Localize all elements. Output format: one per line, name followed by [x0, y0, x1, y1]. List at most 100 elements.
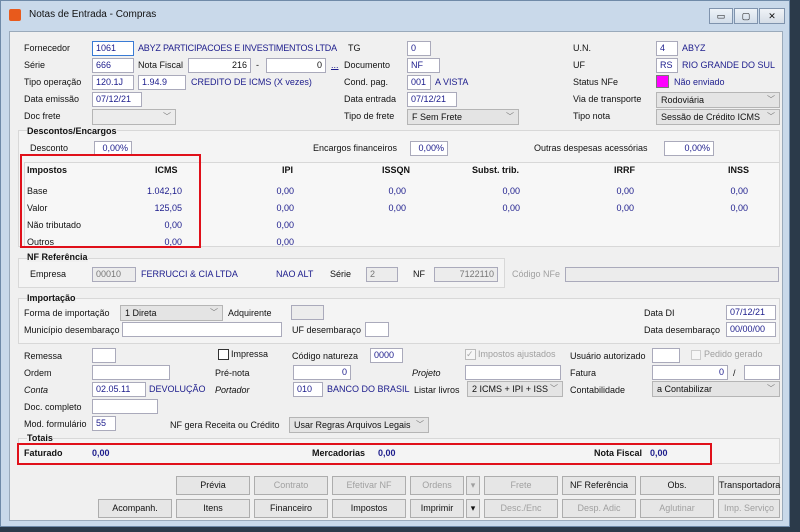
imprimir-button[interactable]: Imprimir: [410, 499, 464, 518]
efetivar-nf-button[interactable]: Efetivar NF: [332, 476, 406, 495]
ordem-input[interactable]: [92, 365, 170, 380]
mod-formulario-input[interactable]: 55: [92, 416, 116, 431]
data-desembaraco-input[interactable]: 00/00/00: [726, 322, 776, 337]
fatura-input[interactable]: 0: [652, 365, 728, 380]
impostos-button[interactable]: Impostos: [332, 499, 406, 518]
totais-highlight-box: [17, 443, 712, 465]
nf-ref-serie-input[interactable]: 2: [366, 267, 398, 282]
encargos-input[interactable]: 0,00%: [410, 141, 448, 156]
tipo-operacao-desc: CREDITO DE ICMS (X vezes): [191, 77, 312, 87]
contabilidade-value: a Contabilizar: [657, 384, 713, 394]
un-input[interactable]: 4: [656, 41, 678, 56]
portador-input[interactable]: 010: [293, 382, 323, 397]
outras-despesas-input[interactable]: 0,00%: [664, 141, 714, 156]
usuario-autorizado-input[interactable]: [652, 348, 680, 363]
tipo-frete-select[interactable]: F Sem Frete ﹀: [407, 109, 519, 125]
serie-input[interactable]: 666: [92, 58, 134, 73]
totais-section: [18, 438, 780, 464]
mercadorias-label: Mercadorias: [312, 448, 366, 458]
tg-input[interactable]: 0: [407, 41, 431, 56]
itens-button[interactable]: Itens: [176, 499, 250, 518]
nota-fiscal-lookup-button[interactable]: ...: [331, 60, 339, 70]
doc-completo-input[interactable]: [92, 399, 158, 414]
nota-fiscal-total-label: Nota Fiscal: [594, 448, 643, 458]
aglutinar-button[interactable]: Aglutinar: [640, 499, 714, 518]
codigo-natureza-label: Código natureza: [292, 351, 359, 361]
impostos-value-irrf: 0,00: [616, 203, 634, 213]
remessa-input[interactable]: [92, 348, 116, 363]
transportadora-button[interactable]: Transportadora: [718, 476, 780, 495]
acompanhamento-button[interactable]: Acompanh.: [98, 499, 172, 518]
financeiro-button[interactable]: Financeiro: [254, 499, 328, 518]
previa-button[interactable]: Prévia: [176, 476, 250, 495]
window-title: Notas de Entrada - Compras: [29, 9, 157, 20]
col-header-icms: ICMS: [155, 165, 178, 175]
projeto-input[interactable]: [465, 365, 561, 380]
close-button[interactable]: ✕: [759, 8, 785, 24]
forma-importacao-select[interactable]: 1 Direta ﹀: [120, 305, 223, 321]
un-label: U.N.: [573, 43, 591, 53]
nota-fiscal-sub-input[interactable]: 0: [266, 58, 326, 73]
tipo-operacao-input[interactable]: 120.1J: [92, 75, 134, 90]
icms-highlight-box: [20, 154, 201, 248]
codigo-nfe-input[interactable]: [565, 267, 779, 282]
imprimir-dropdown-arrow[interactable]: ▾: [466, 499, 480, 518]
ordem-label: Ordem: [24, 368, 52, 378]
adquirente-input[interactable]: [291, 305, 324, 320]
documento-input[interactable]: NF: [407, 58, 440, 73]
cfop-input[interactable]: 1.94.9: [138, 75, 186, 90]
doc-frete-select[interactable]: ﹀: [92, 109, 176, 125]
fatura-parcela-input[interactable]: [744, 365, 780, 380]
contrato-button[interactable]: Contrato: [254, 476, 328, 495]
conta-input[interactable]: 02.05.11: [92, 382, 146, 397]
window: Notas de Entrada - Compras ▭ ▢ ✕ Fornece…: [0, 0, 790, 527]
impostos-value-ipi: 0,00: [276, 220, 294, 230]
listar-livros-label: Listar livros: [414, 385, 460, 395]
via-transporte-select[interactable]: Rodoviária ﹀: [656, 92, 780, 108]
fornecedor-code-input[interactable]: 1061: [92, 41, 134, 56]
municipio-input[interactable]: [122, 322, 282, 337]
uf-desembaraco-input[interactable]: [365, 322, 389, 337]
obs-button[interactable]: Obs.: [640, 476, 714, 495]
imp-servico-button[interactable]: Imp. Serviço: [718, 499, 780, 518]
empresa-code-input[interactable]: 00010: [92, 267, 136, 282]
pedido-gerado-checkbox[interactable]: [691, 350, 701, 360]
desp-adic-button[interactable]: Desp. Adic: [562, 499, 636, 518]
serie-label: Série: [24, 60, 46, 70]
data-emissao-input[interactable]: 07/12/21: [92, 92, 142, 107]
col-header-issqn: ISSQN: [382, 165, 411, 175]
codigo-natureza-input[interactable]: 0000: [370, 348, 403, 363]
data-entrada-input[interactable]: 07/12/21: [407, 92, 457, 107]
faturado-value: 0,00: [92, 448, 110, 458]
cond-pag-input[interactable]: 001: [407, 75, 431, 90]
impressa-checkbox[interactable]: [218, 349, 229, 360]
impostos-value-ipi: 0,00: [276, 186, 294, 196]
contabilidade-select[interactable]: a Contabilizar ﹀: [652, 381, 780, 397]
tipo-nota-select[interactable]: Sessão de Crédito ICMS ﹀: [656, 109, 780, 125]
pedido-gerado-label: Pedido gerado: [704, 349, 763, 359]
nf-gera-select[interactable]: Usar Regras Arquivos Legais ﹀: [289, 417, 429, 433]
minimize-button[interactable]: ▭: [709, 8, 733, 24]
impostos-value-icms: 1.042,10: [146, 186, 182, 196]
nf-referencia-button[interactable]: NF Referência: [562, 476, 636, 495]
impostos-ajustados-checkbox[interactable]: ✓: [465, 349, 476, 360]
nota-fiscal-input[interactable]: 216: [188, 58, 251, 73]
maximize-button[interactable]: ▢: [734, 8, 758, 24]
faturado-label: Faturado: [24, 448, 63, 458]
uf-input[interactable]: RS: [656, 58, 678, 73]
ordens-dropdown-arrow[interactable]: ▾: [466, 476, 480, 495]
tipo-frete-label: Tipo de frete: [344, 111, 395, 121]
data-di-input[interactable]: 07/12/21: [726, 305, 776, 320]
data-desembaraco-label: Data desembaraço: [644, 325, 721, 335]
desc-enc-button[interactable]: Desc./Enc: [484, 499, 558, 518]
conta-label: Conta: [24, 385, 49, 395]
listar-livros-select[interactable]: 2 ICMS + IPI + ISS ﹀: [467, 381, 563, 397]
frete-button[interactable]: Frete: [484, 476, 558, 495]
pre-nota-input[interactable]: 0: [293, 365, 351, 380]
status-nfe-value: Não enviado: [674, 77, 725, 87]
nf-ref-nf-input[interactable]: 7122110: [434, 267, 498, 282]
descontos-title: Descontos/Encargos: [27, 126, 117, 136]
impostos-row-label: Outros: [27, 237, 55, 247]
empresa-name: FERRUCCI & CIA LTDA: [141, 269, 238, 279]
ordens-button[interactable]: Ordens: [410, 476, 464, 495]
